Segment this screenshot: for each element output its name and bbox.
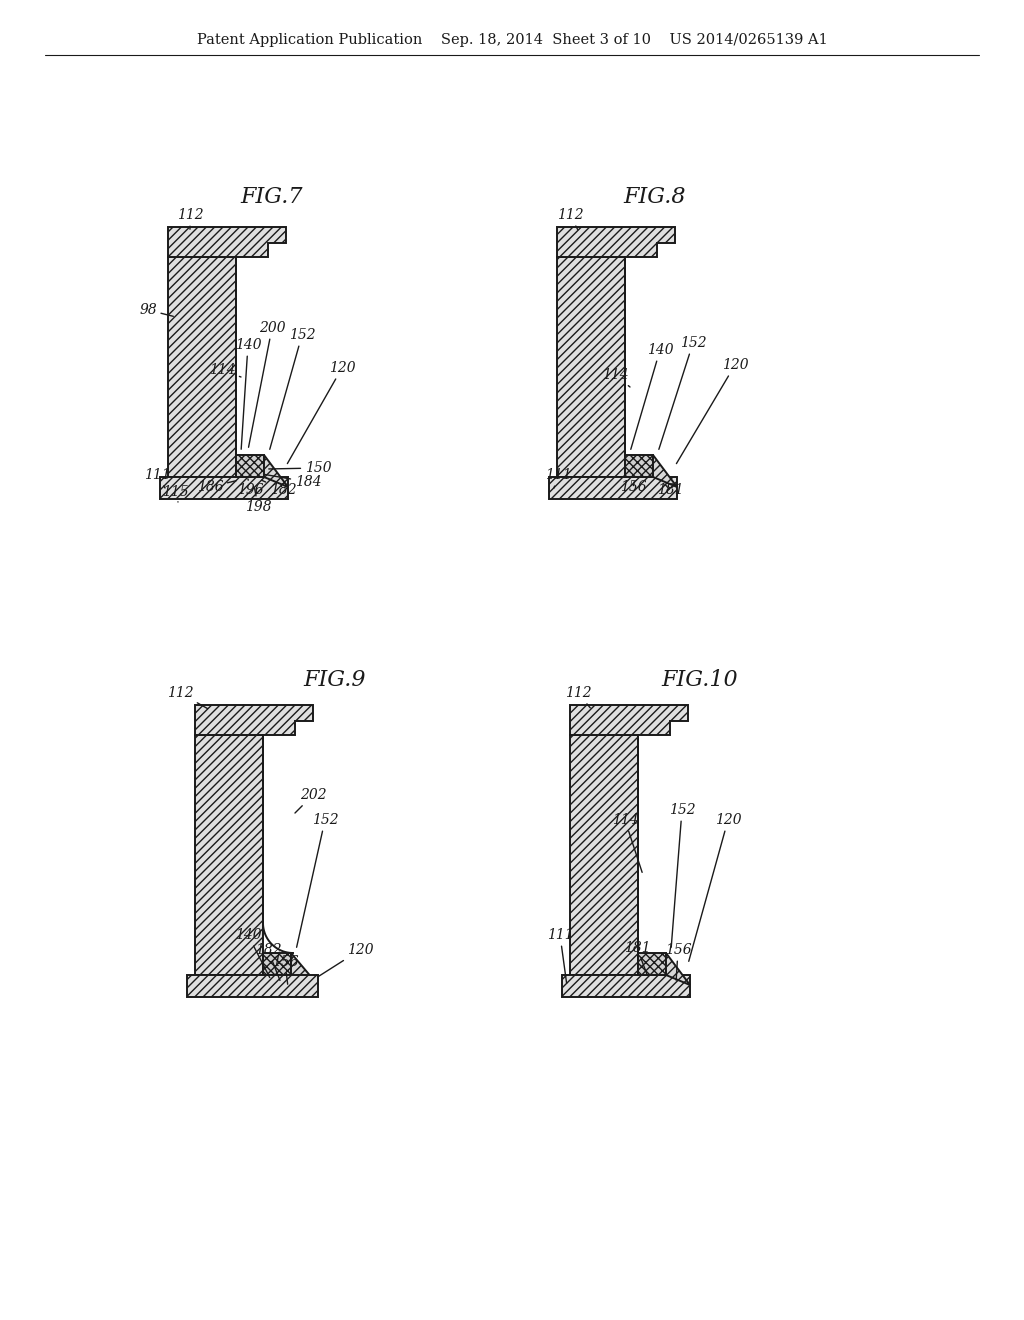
Text: FIG.9: FIG.9: [304, 669, 367, 690]
Text: 98: 98: [139, 304, 173, 317]
Text: 182: 182: [261, 480, 296, 498]
Polygon shape: [638, 953, 666, 975]
Polygon shape: [557, 257, 625, 477]
Text: 120: 120: [318, 942, 374, 977]
Text: Patent Application Publication    Sep. 18, 2014  Sheet 3 of 10    US 2014/026513: Patent Application Publication Sep. 18, …: [197, 33, 827, 48]
Text: 152: 152: [658, 337, 707, 449]
Polygon shape: [570, 705, 688, 735]
Text: FIG.10: FIG.10: [662, 669, 738, 690]
Polygon shape: [168, 227, 286, 257]
Polygon shape: [549, 477, 677, 499]
Text: 181: 181: [656, 483, 683, 498]
Text: 120: 120: [677, 358, 749, 463]
Polygon shape: [653, 455, 677, 487]
Text: FIG.7: FIG.7: [241, 186, 303, 209]
Text: 140: 140: [234, 338, 261, 449]
Text: 114: 114: [602, 368, 630, 387]
Text: 111: 111: [545, 469, 571, 488]
Text: FIG.8: FIG.8: [624, 186, 686, 209]
Polygon shape: [264, 455, 288, 487]
Text: 140: 140: [631, 343, 674, 449]
Polygon shape: [625, 455, 653, 477]
Polygon shape: [195, 705, 313, 735]
Polygon shape: [557, 227, 675, 257]
Text: 140: 140: [234, 928, 269, 978]
Text: 112: 112: [557, 209, 584, 230]
Polygon shape: [562, 975, 690, 997]
Text: 112: 112: [167, 686, 208, 709]
Text: 152: 152: [269, 327, 315, 449]
Polygon shape: [168, 257, 236, 477]
Text: 181: 181: [624, 941, 650, 974]
Polygon shape: [570, 735, 638, 975]
Text: 112: 112: [177, 209, 204, 230]
Text: 186: 186: [197, 480, 237, 494]
Polygon shape: [236, 455, 264, 477]
Polygon shape: [187, 975, 318, 997]
Text: 115: 115: [162, 484, 188, 502]
Polygon shape: [160, 477, 288, 499]
Text: 120: 120: [689, 813, 741, 961]
Text: 200: 200: [249, 321, 286, 447]
Text: 114: 114: [209, 363, 241, 378]
Polygon shape: [195, 735, 263, 975]
Text: 114: 114: [611, 813, 642, 873]
Text: 156: 156: [665, 942, 691, 981]
Text: 156: 156: [620, 480, 646, 494]
Text: 111: 111: [143, 469, 170, 488]
Polygon shape: [263, 953, 291, 975]
Text: 152: 152: [669, 803, 695, 948]
Polygon shape: [666, 953, 690, 985]
Text: 202: 202: [295, 788, 327, 813]
Text: 150: 150: [268, 461, 332, 475]
Text: 152: 152: [297, 813, 338, 948]
Text: 182: 182: [255, 942, 282, 981]
Polygon shape: [291, 953, 318, 985]
Text: 120: 120: [288, 360, 355, 463]
Text: 111: 111: [547, 928, 573, 983]
Text: 196: 196: [237, 479, 263, 498]
Text: 184: 184: [265, 474, 322, 488]
Text: 156: 156: [271, 954, 298, 985]
Text: 198: 198: [245, 487, 271, 513]
Text: 112: 112: [564, 686, 591, 708]
